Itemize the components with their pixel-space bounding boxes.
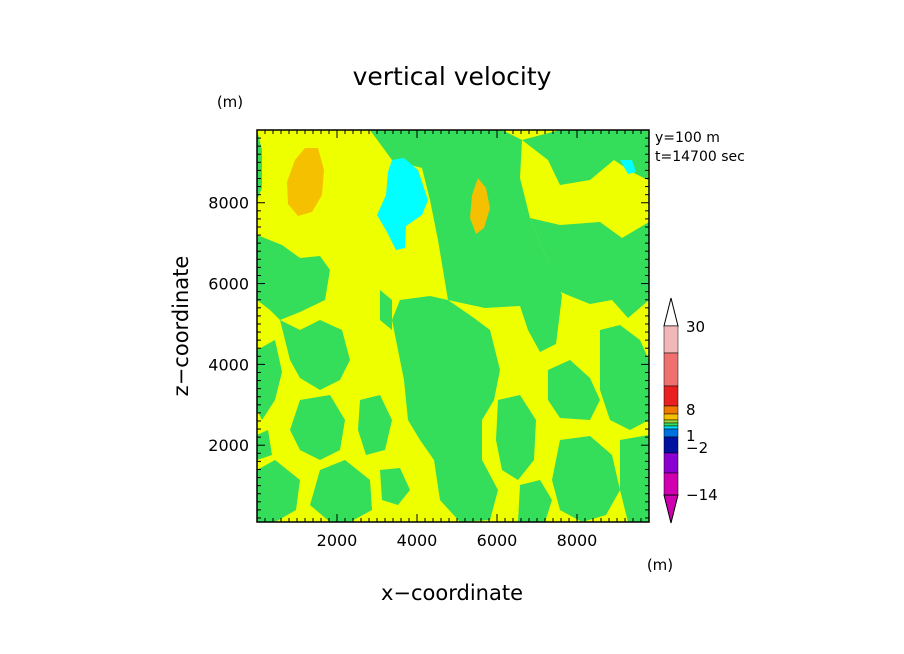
y-tick-label: 6000 (208, 275, 249, 294)
colorbar-unit: (m) (647, 556, 673, 574)
colorbar-label: −14 (686, 486, 718, 504)
y-unit-label: (m) (217, 93, 243, 111)
colorbar-segment (663, 325, 679, 354)
y-tick-label: 2000 (208, 436, 249, 455)
x-axis-label: x−coordinate (381, 581, 523, 605)
colorbar-segment (663, 436, 679, 454)
orange-region (287, 148, 490, 234)
x-tick-label: 6000 (477, 531, 518, 550)
cyan-region (377, 158, 636, 250)
colorbar-label: 1 (686, 427, 696, 445)
colorbar-label: −2 (686, 439, 708, 457)
colorbar-segment (663, 405, 679, 415)
x-tick-label: 8000 (557, 531, 598, 550)
colorbar-label: 30 (686, 318, 705, 336)
x-tick-label: 4000 (397, 531, 438, 550)
x-tick-label: 2000 (317, 531, 358, 550)
annotation-y-position: y=100 m (655, 130, 720, 146)
colorbar-segment (663, 419, 679, 424)
colorbar-segment (663, 452, 679, 474)
y-axis-label: z−coordinate (169, 256, 193, 397)
colorbar-segment (663, 472, 679, 496)
colorbar-segment (663, 422, 679, 427)
y-tick-label: 8000 (208, 194, 249, 213)
y-tick-label: 4000 (208, 355, 249, 374)
tick-labels: 2000 4000 6000 8000 2000 4000 6000 8000 (208, 194, 597, 550)
colorbar (663, 297, 679, 524)
contour-field (257, 130, 649, 522)
colorbar-labels: 30 8 1−2 −14 (686, 318, 718, 504)
colorbar-segment (663, 425, 679, 430)
colorbar-segment (663, 385, 679, 407)
colorbar-segment (663, 352, 679, 387)
colorbar-top-arrow (663, 297, 679, 327)
axis-ticks (256, 129, 650, 522)
colorbar-label: 8 (686, 401, 696, 419)
colorbar-bottom-arrow (663, 494, 679, 524)
colorbar-segment (663, 428, 679, 438)
chart-title: vertical velocity (353, 62, 552, 91)
colorbar-segment (663, 413, 679, 421)
green-region (257, 130, 649, 522)
plot-frame (256, 129, 650, 523)
annotation-time: t=14700 sec (655, 149, 745, 165)
